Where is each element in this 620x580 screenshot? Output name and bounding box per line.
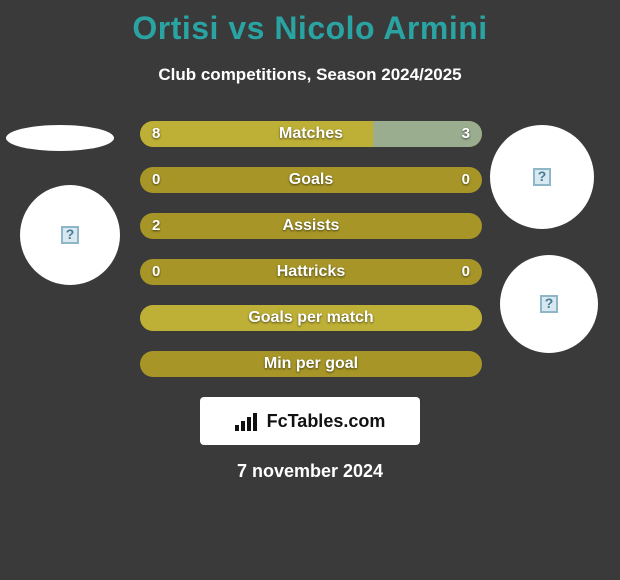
- placeholder-icon: [540, 295, 558, 313]
- stat-bar: Min per goal: [140, 351, 482, 377]
- player-right-avatar: [490, 125, 594, 229]
- stat-bars: Matches83Goals00Assists2Hattricks00Goals…: [140, 121, 482, 397]
- stat-value-left: 2: [152, 213, 160, 239]
- stat-value-right: 0: [462, 259, 470, 285]
- stat-bar: Assists2: [140, 213, 482, 239]
- branding-logo-icon: [235, 411, 261, 431]
- stat-value-right: 3: [462, 121, 470, 147]
- stat-label: Assists: [140, 213, 482, 239]
- player-left-badge: [20, 185, 120, 285]
- stat-label: Goals per match: [140, 305, 482, 331]
- stat-value-left: 8: [152, 121, 160, 147]
- stat-label: Goals: [140, 167, 482, 193]
- player-left-avatar-ellipse: [6, 125, 114, 151]
- stat-bar: Hattricks0 0: [140, 259, 482, 285]
- stat-label: Hattricks: [140, 259, 482, 285]
- stat-bar: Matches8 3: [140, 121, 482, 147]
- branding-text: FcTables.com: [267, 411, 386, 432]
- page-title: Ortisi vs Nicolo Armini: [0, 0, 620, 47]
- stat-value-left: 0: [152, 259, 160, 285]
- branding-badge: FcTables.com: [200, 397, 420, 445]
- subtitle: Club competitions, Season 2024/2025: [0, 65, 620, 85]
- stat-bar: Goals per match: [140, 305, 482, 331]
- date-text: 7 november 2024: [0, 461, 620, 482]
- player-right-badge: [500, 255, 598, 353]
- stat-bar: Goals0 0: [140, 167, 482, 193]
- stat-label: Min per goal: [140, 351, 482, 377]
- stat-label: Matches: [140, 121, 482, 147]
- placeholder-icon: [533, 168, 551, 186]
- stat-value-right: 0: [462, 167, 470, 193]
- placeholder-icon: [61, 226, 79, 244]
- stat-value-left: 0: [152, 167, 160, 193]
- comparison-panel: Matches83Goals00Assists2Hattricks00Goals…: [0, 103, 620, 523]
